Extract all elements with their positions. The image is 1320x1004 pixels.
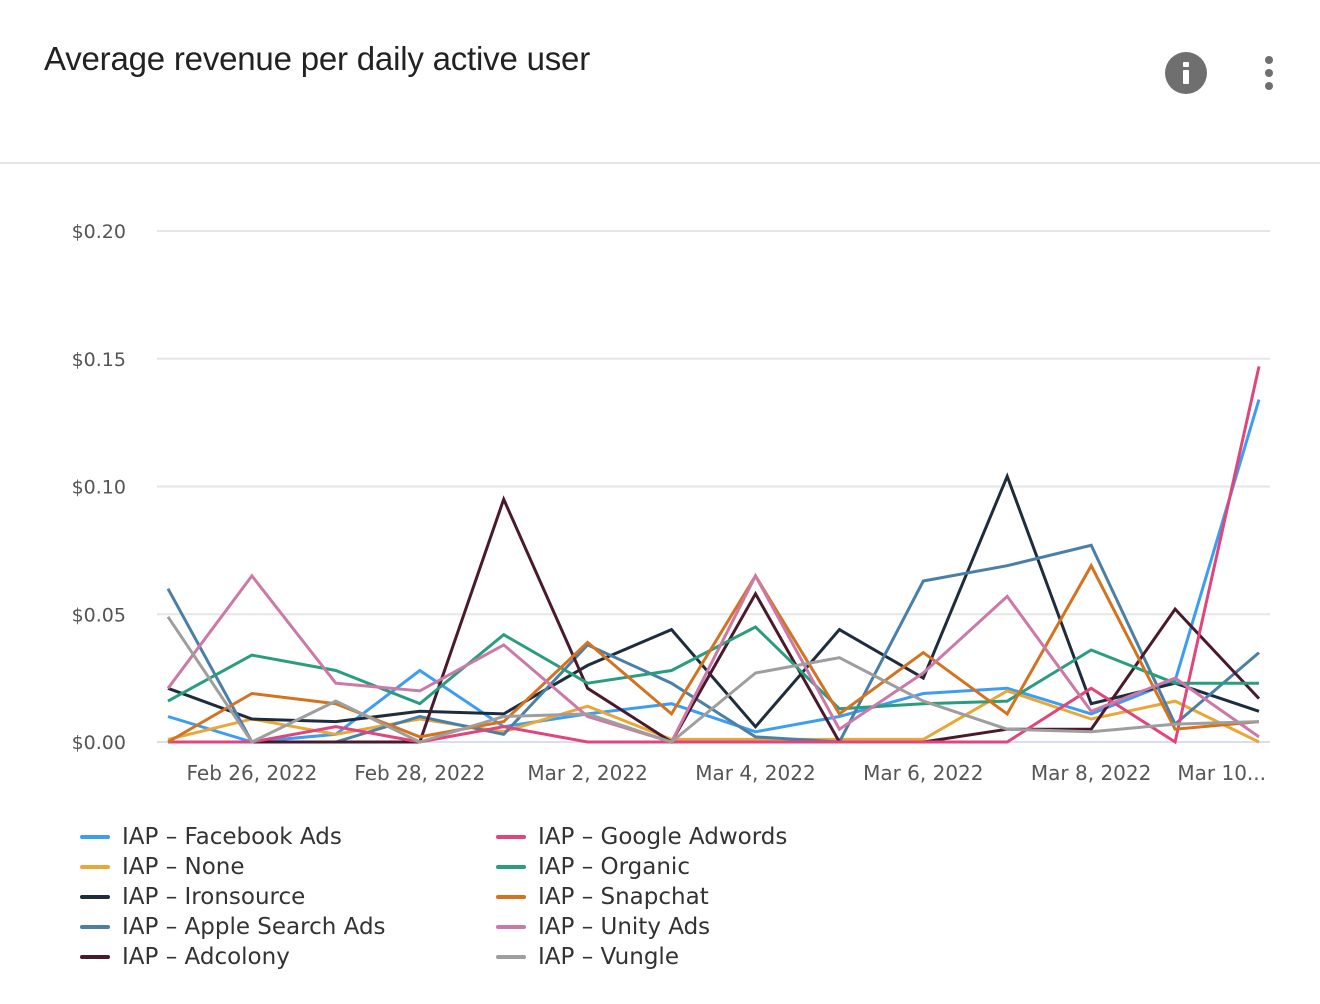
series-line-ironsource[interactable] — [167, 472, 1260, 729]
x-tick-label: Mar 6, 2022 — [863, 761, 983, 785]
y-tick-label: $0.00 — [72, 732, 126, 754]
more-vertical-icon[interactable] — [1256, 54, 1284, 92]
legend-swatch — [80, 895, 110, 899]
series-line-vungle[interactable] — [166, 615, 1260, 744]
legend-item[interactable]: IAP – Unity Ads — [496, 912, 710, 942]
legend-label: IAP – Apple Search Ads — [122, 914, 386, 940]
x-tick-label: Mar 2, 2022 — [527, 761, 647, 785]
legend-label: IAP – Adcolony — [122, 944, 290, 970]
x-tick-label: Mar 8, 2022 — [1031, 761, 1151, 785]
legend-label: IAP – Vungle — [538, 944, 679, 970]
chart-card-header: Average revenue per daily active user — [0, 0, 1320, 164]
info-icon[interactable] — [1165, 52, 1207, 94]
legend-item[interactable]: IAP – Adcolony — [80, 942, 290, 972]
y-axis-ticks: $0.00 $0.05 $0.10 $0.15 $0.20 — [72, 221, 126, 754]
grid-lines — [157, 230, 1270, 743]
y-tick-label: $0.20 — [72, 221, 126, 243]
series-line-none[interactable] — [167, 689, 1260, 744]
legend-item[interactable]: IAP – Apple Search Ads — [80, 912, 386, 942]
legend-item[interactable]: IAP – Google Adwords — [496, 822, 787, 852]
series-line-unity-ads[interactable] — [166, 572, 1260, 744]
legend-label: IAP – None — [122, 854, 245, 880]
series-line-organic[interactable] — [167, 625, 1259, 711]
legend-label: IAP – Snapchat — [538, 884, 709, 910]
chart-title: Average revenue per daily active user — [44, 40, 590, 77]
series-line-google-adwords[interactable] — [168, 366, 1261, 745]
legend-label: IAP – Ironsource — [122, 884, 306, 910]
series-line-apple-search-ads[interactable] — [166, 543, 1260, 744]
legend-label: IAP – Facebook Ads — [122, 824, 342, 850]
legend-item[interactable]: IAP – Facebook Ads — [80, 822, 342, 852]
legend-swatch — [496, 865, 526, 869]
legend-label: IAP – Google Adwords — [538, 824, 788, 850]
series-line-adcolony[interactable] — [168, 495, 1261, 745]
series-line-facebook-ads[interactable] — [167, 399, 1261, 744]
x-tick-label: Mar 4, 2022 — [695, 761, 815, 785]
legend-label: IAP – Organic — [538, 854, 690, 880]
legend-swatch — [496, 955, 526, 959]
legend-swatch — [80, 865, 110, 869]
series-line-snapchat[interactable] — [167, 562, 1260, 744]
legend-item[interactable]: IAP – Organic — [496, 852, 690, 882]
y-tick-label: $0.10 — [72, 477, 126, 499]
legend-item[interactable]: IAP – Ironsource — [80, 882, 305, 912]
legend-swatch — [496, 925, 526, 929]
x-axis-ticks: Feb 26, 2022 Feb 28, 2022 Mar 2, 2022 Mar 4… — [187, 761, 1266, 785]
legend-item[interactable]: IAP – Vungle — [496, 942, 679, 972]
legend-label: IAP – Unity Ads — [538, 914, 711, 940]
y-tick-label: $0.05 — [72, 604, 126, 626]
legend-swatch — [80, 925, 110, 929]
legend-swatch — [80, 835, 110, 839]
legend-item[interactable]: IAP – Snapchat — [496, 882, 709, 912]
legend-swatch — [496, 835, 526, 839]
series-lines — [166, 366, 1261, 745]
line-chart: $0.00$0.05$0.10$0.15$0.20 Feb 26, 2022 Fe… — [72, 221, 1270, 785]
x-tick-label: Mar 10... — [1177, 761, 1266, 785]
y-tick-label: $0.15 — [72, 349, 126, 371]
x-tick-label: Feb 26, 2022 — [187, 761, 318, 785]
legend-swatch — [80, 955, 110, 959]
legend-swatch — [496, 895, 526, 899]
legend-item[interactable]: IAP – None — [80, 852, 245, 882]
x-tick-label: Feb 28, 2022 — [354, 761, 485, 785]
